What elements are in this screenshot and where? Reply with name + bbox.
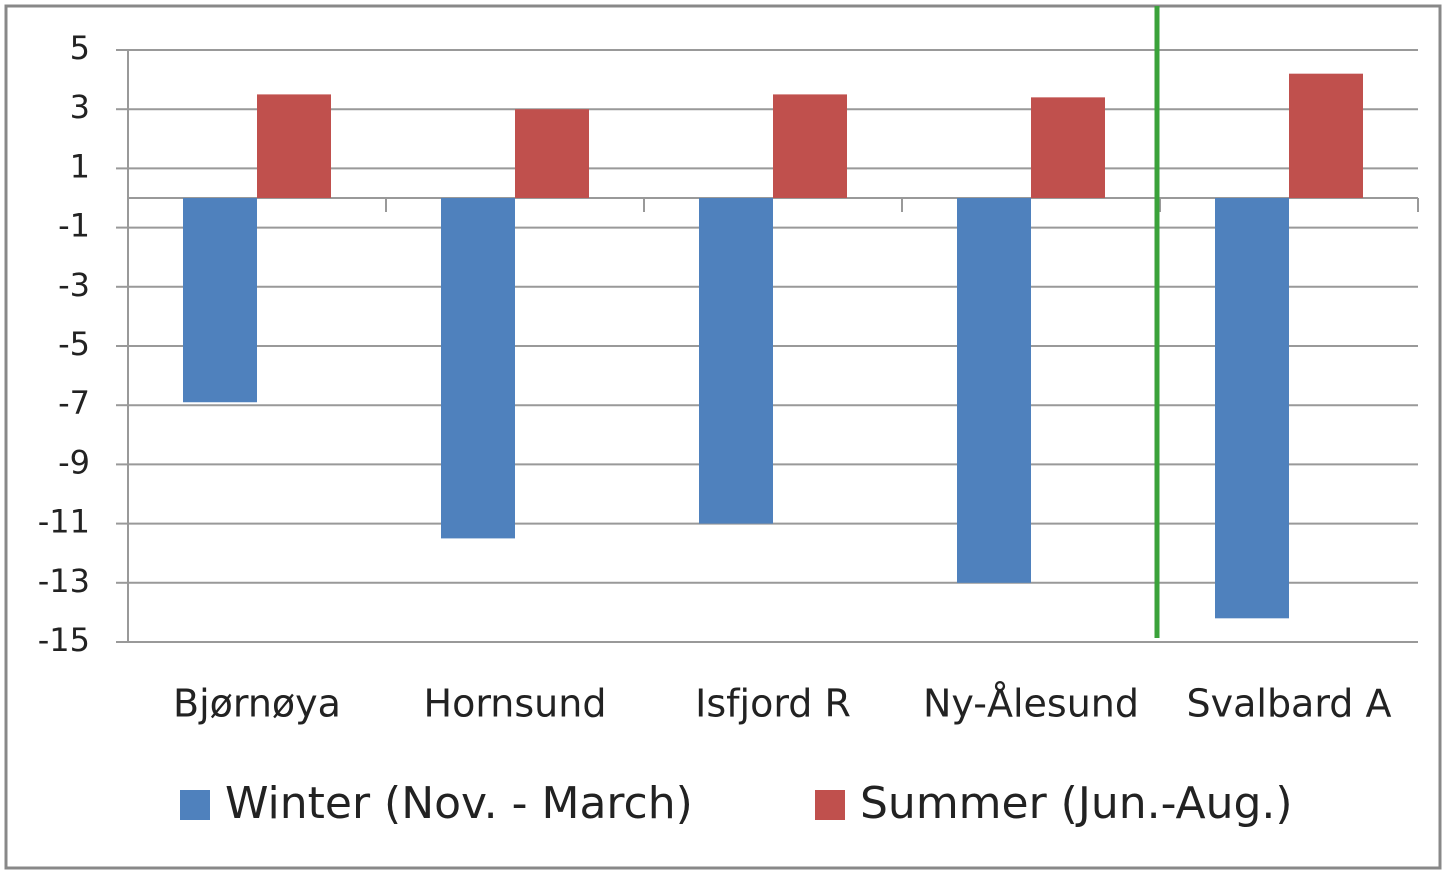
y-tick-label: -5	[58, 325, 90, 363]
legend-label: Summer (Jun.-Aug.)	[860, 778, 1293, 829]
y-tick-label: -13	[38, 562, 90, 600]
y-tick-label: -3	[58, 266, 90, 304]
bar	[515, 109, 589, 198]
legend-swatch	[815, 790, 845, 820]
bar	[183, 198, 257, 403]
x-tick-label: Ny-Ålesund	[923, 682, 1139, 726]
y-tick-label: -7	[58, 384, 90, 422]
y-tick-label: 1	[70, 147, 90, 185]
bar	[1031, 97, 1105, 198]
y-tick-label: -9	[58, 443, 90, 481]
x-tick-label: Bjørnøya	[173, 682, 341, 726]
bar	[1289, 73, 1363, 198]
legend-label: Winter (Nov. - March)	[225, 778, 693, 829]
y-tick-label: 3	[70, 88, 90, 126]
bar	[699, 198, 773, 524]
x-tick-label: Isfjord R	[695, 682, 851, 726]
y-tick-label: -1	[58, 207, 90, 245]
bar	[1215, 198, 1289, 619]
y-tick-label: -11	[38, 503, 90, 541]
bar	[441, 198, 515, 539]
bar	[773, 94, 847, 198]
x-tick-label: Svalbard A	[1186, 682, 1391, 726]
y-tick-label: -15	[38, 621, 90, 659]
x-tick-label: Hornsund	[424, 682, 607, 726]
legend-swatch	[180, 790, 210, 820]
bar	[957, 198, 1031, 583]
bar	[257, 94, 331, 198]
y-tick-label: 5	[70, 29, 90, 67]
